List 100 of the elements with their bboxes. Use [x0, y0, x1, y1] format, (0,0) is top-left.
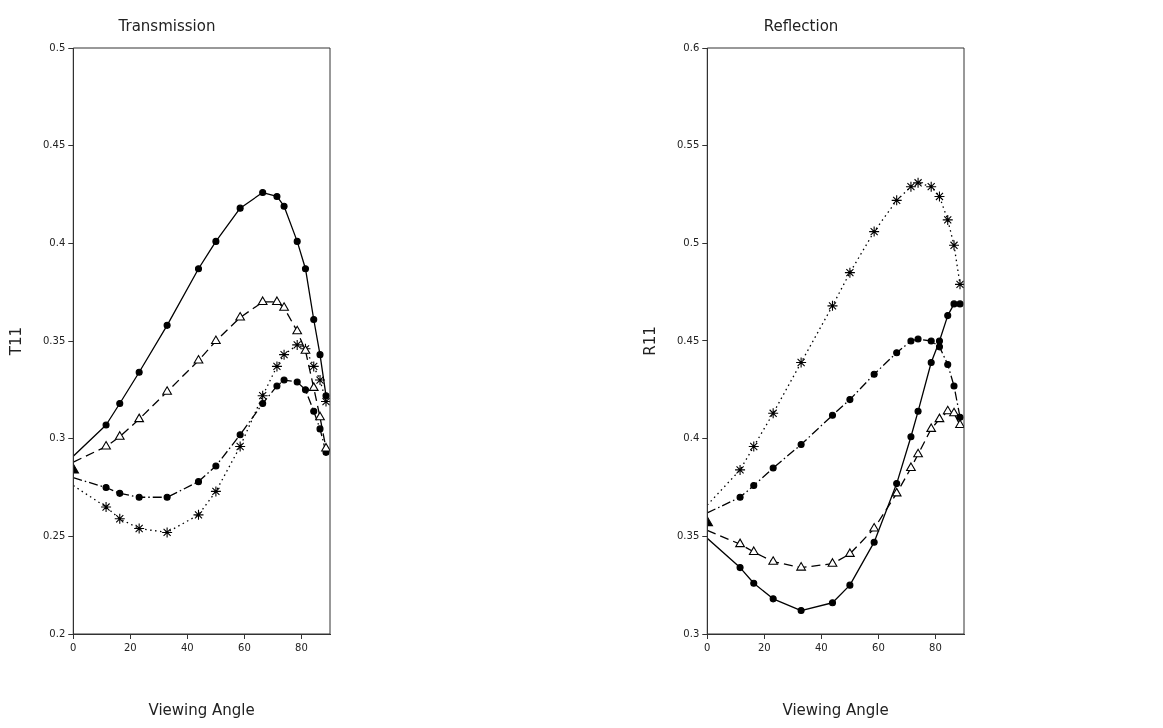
x-tick-label: 80 [295, 641, 308, 653]
y-tick-label: 0.35 [43, 334, 66, 346]
point [828, 411, 837, 419]
point [134, 413, 145, 423]
point [194, 478, 203, 486]
x-axis-title: Viewing Angle [148, 700, 255, 719]
y-tick-label: 0.4 [683, 432, 700, 444]
point [272, 296, 282, 305]
point [314, 374, 326, 386]
point [942, 405, 953, 415]
point [279, 302, 289, 311]
point [956, 300, 964, 308]
point [192, 509, 205, 521]
point [869, 522, 880, 532]
point [748, 440, 760, 453]
point [114, 431, 125, 440]
point [891, 194, 903, 206]
point [907, 433, 915, 441]
point [210, 485, 222, 497]
point [235, 312, 246, 321]
point [795, 356, 807, 369]
point [796, 562, 806, 571]
point [955, 419, 964, 429]
point [259, 399, 267, 408]
point [944, 312, 952, 320]
point [273, 382, 281, 390]
y-tick-label: 0.3 [683, 627, 700, 639]
point [212, 462, 220, 470]
point [893, 480, 901, 488]
point [135, 493, 143, 501]
point [316, 425, 324, 433]
point [278, 349, 290, 361]
point [736, 564, 744, 572]
point [950, 382, 958, 390]
point [133, 522, 145, 535]
point [236, 204, 244, 212]
point [768, 556, 779, 565]
point [870, 370, 878, 378]
point [273, 192, 281, 200]
point [211, 335, 221, 345]
y-tick-label: 0.3 [49, 432, 66, 444]
point [927, 358, 935, 367]
point [100, 501, 112, 513]
point [913, 448, 923, 458]
x-tick-label: 60 [238, 641, 251, 653]
point [162, 386, 172, 395]
point [301, 265, 310, 273]
point [935, 343, 944, 351]
point [193, 354, 204, 364]
point [271, 360, 283, 372]
point [893, 349, 901, 357]
point [926, 423, 937, 432]
point [163, 321, 171, 329]
point [925, 181, 937, 193]
point [748, 546, 759, 556]
y-tick-label: 0.5 [49, 41, 66, 53]
x-tick-label: 40 [815, 641, 828, 653]
point [257, 296, 268, 305]
y-tick-label: 0.2 [49, 627, 66, 639]
point [116, 489, 124, 497]
point [905, 181, 917, 193]
point [320, 396, 330, 408]
y-axis-title: T11 [6, 326, 25, 357]
point [291, 339, 303, 351]
point [906, 462, 916, 472]
point [734, 464, 746, 476]
y-tick-label: 0.45 [43, 139, 66, 151]
point [935, 337, 944, 345]
point [116, 399, 124, 408]
chart-title: Reflection [763, 16, 839, 35]
point [950, 300, 958, 308]
point [767, 407, 779, 419]
x-tick-label: 40 [181, 641, 194, 653]
point [750, 482, 758, 490]
point [310, 315, 318, 324]
point [846, 396, 854, 404]
point [114, 513, 126, 525]
point [280, 376, 288, 384]
y-tick-label: 0.35 [677, 529, 700, 541]
point [944, 360, 952, 368]
point [194, 265, 203, 273]
point [212, 237, 220, 245]
point [927, 337, 935, 345]
point [308, 360, 320, 372]
point [845, 548, 855, 557]
point [948, 239, 960, 251]
point [769, 464, 777, 472]
point [846, 581, 854, 589]
point [934, 413, 945, 423]
x-tick-label: 0 [704, 641, 711, 653]
point [797, 440, 805, 449]
x-tick-label: 80 [929, 641, 942, 653]
point [914, 335, 922, 343]
x-tick-label: 20 [757, 641, 771, 653]
x-tick-label: 20 [123, 641, 137, 653]
point [736, 493, 744, 501]
point [844, 267, 856, 279]
chart-title: Transmission [117, 16, 216, 35]
y-tick-label: 0.25 [43, 529, 66, 541]
point [870, 538, 878, 546]
